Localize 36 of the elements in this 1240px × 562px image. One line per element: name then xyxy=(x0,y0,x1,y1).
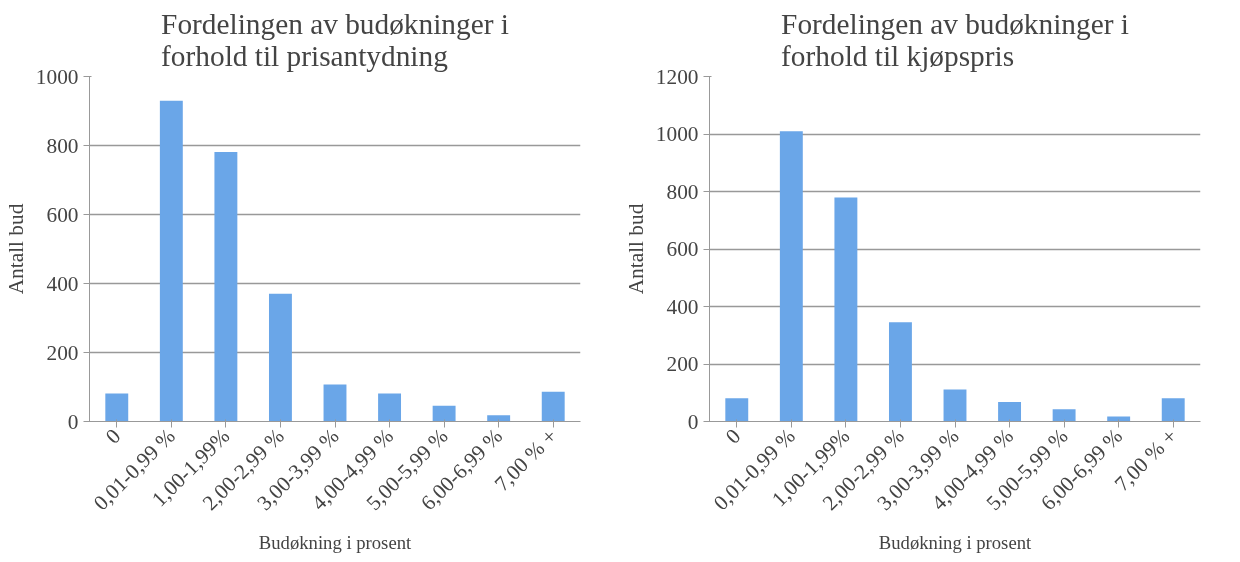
y-tick-label: 600 xyxy=(666,237,699,261)
bar xyxy=(159,100,183,422)
x-tick-label: 0 xyxy=(100,424,126,449)
y-tick-label: 1000 xyxy=(35,64,79,89)
bar xyxy=(943,389,967,422)
x-tick-label: 0 xyxy=(720,424,746,449)
y-tick-label: 600 xyxy=(46,202,79,227)
bar xyxy=(1161,398,1185,422)
chart-title: Fordelingen av budøkninger i forhold til kjøpspris xyxy=(781,7,1129,72)
y-tick-label: 400 xyxy=(46,271,79,296)
x-axis-title: Budøkning i prosent xyxy=(878,531,1032,553)
bar xyxy=(487,415,511,422)
y-tick-label: 1200 xyxy=(655,64,699,89)
y-tick-label: 800 xyxy=(46,133,79,158)
bar xyxy=(779,131,803,422)
bar xyxy=(432,405,456,422)
y-tick-label: 200 xyxy=(666,352,699,376)
bar xyxy=(541,391,565,422)
bar xyxy=(888,322,912,422)
y-tick-label: 400 xyxy=(666,294,699,319)
bar xyxy=(1052,409,1076,422)
chart-title: Fordelingen av budøkninger i forhold til prisantydning xyxy=(161,7,509,72)
bar xyxy=(214,152,238,422)
y-tick-label: 800 xyxy=(666,179,699,204)
y-tick-label: 200 xyxy=(46,340,79,365)
bar xyxy=(998,401,1022,422)
y-axis-title: Antall bud xyxy=(3,203,28,295)
bar xyxy=(268,293,292,422)
y-axis-title: Antall bud xyxy=(623,203,648,295)
x-axis-title: Budøkning i prosent xyxy=(258,531,412,553)
bar xyxy=(725,398,749,422)
y-tick-label: 1000 xyxy=(655,122,699,146)
bar xyxy=(834,197,858,422)
bar xyxy=(105,393,129,422)
bar xyxy=(378,393,402,422)
bar xyxy=(323,384,347,422)
